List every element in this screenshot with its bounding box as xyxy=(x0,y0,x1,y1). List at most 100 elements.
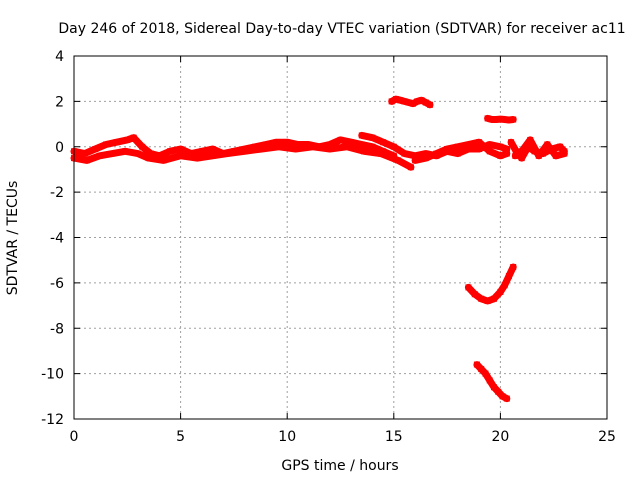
data-point xyxy=(510,116,517,123)
data-point xyxy=(414,98,421,105)
data-point xyxy=(505,273,512,280)
data-point xyxy=(505,116,512,123)
data-point xyxy=(166,148,173,155)
data-point xyxy=(491,384,498,391)
data-point xyxy=(369,134,376,141)
data-point xyxy=(471,291,478,298)
x-tick-label: 5 xyxy=(176,429,185,445)
data-point xyxy=(465,141,472,148)
data-point xyxy=(499,393,506,400)
data-point xyxy=(527,136,534,143)
x-tick-label: 10 xyxy=(278,429,296,445)
data-point xyxy=(484,115,491,122)
x-tick-label: 25 xyxy=(598,429,616,445)
data-point xyxy=(401,98,408,105)
data-point xyxy=(518,148,525,155)
data-point xyxy=(102,141,109,148)
data-point xyxy=(503,395,510,402)
data-point xyxy=(284,139,291,146)
data-point xyxy=(358,132,365,139)
data-point xyxy=(561,150,568,157)
y-tick-label: 2 xyxy=(55,94,64,110)
x-tick-label: 0 xyxy=(70,429,79,445)
data-point xyxy=(454,150,461,157)
data-point xyxy=(360,148,367,155)
data-point xyxy=(160,157,167,164)
data-point xyxy=(493,116,500,123)
data-point xyxy=(512,152,519,159)
y-tick-label: -10 xyxy=(41,367,64,383)
data-point xyxy=(552,152,559,159)
data-point xyxy=(122,148,129,155)
data-point xyxy=(92,146,99,153)
y-tick-label: -12 xyxy=(41,412,64,428)
y-tick-label: -8 xyxy=(50,321,64,337)
data-point xyxy=(369,143,376,150)
data-point xyxy=(497,152,504,159)
data-point xyxy=(83,157,90,164)
chart-title: Day 246 of 2018, Sidereal Day-to-day VTE… xyxy=(58,21,625,37)
data-point xyxy=(124,136,131,143)
x-axis-label: GPS time / hours xyxy=(281,458,398,474)
data-point xyxy=(292,146,299,153)
data-point xyxy=(275,143,282,150)
data-point xyxy=(557,143,564,150)
data-point xyxy=(488,116,495,123)
data-point xyxy=(491,295,498,302)
data-point xyxy=(433,150,440,157)
data-point xyxy=(273,139,280,146)
data-point xyxy=(392,96,399,103)
data-point xyxy=(409,100,416,107)
data-point xyxy=(343,143,350,150)
data-point xyxy=(486,141,493,148)
data-point xyxy=(486,148,493,155)
data-point xyxy=(177,146,184,153)
data-point xyxy=(390,143,397,150)
data-point xyxy=(444,146,451,153)
data-point xyxy=(109,150,116,157)
data-point xyxy=(427,101,434,108)
data-series xyxy=(70,95,568,403)
data-point xyxy=(326,141,333,148)
data-point xyxy=(497,143,504,150)
y-tick-label: -2 xyxy=(50,185,64,201)
data-point xyxy=(535,152,542,159)
data-point xyxy=(147,150,154,157)
data-point xyxy=(405,99,412,106)
data-point xyxy=(395,157,402,164)
y-tick-label: 4 xyxy=(55,49,64,65)
data-point xyxy=(486,377,493,384)
data-point xyxy=(262,141,269,148)
data-point xyxy=(508,139,515,146)
data-point xyxy=(412,152,419,159)
data-point xyxy=(348,139,355,146)
data-point xyxy=(194,155,201,162)
data-point xyxy=(510,263,517,270)
data-point xyxy=(139,143,146,150)
data-point xyxy=(407,164,414,171)
data-point xyxy=(473,361,480,368)
y-tick-label: -6 xyxy=(50,276,64,292)
data-point xyxy=(378,150,385,157)
data-point xyxy=(454,143,461,150)
data-point xyxy=(465,284,472,291)
data-point xyxy=(81,150,88,157)
data-point xyxy=(422,150,429,157)
data-point xyxy=(177,152,184,159)
data-point xyxy=(418,97,425,104)
data-point xyxy=(401,150,408,157)
data-point xyxy=(501,116,508,123)
axis-ticks: 0 5 10 15 20 25 -12 -10 -8 -6 -4 -2 0 2 4 xyxy=(41,49,616,445)
data-point xyxy=(326,146,333,153)
data-point xyxy=(241,148,248,155)
y-tick-label: -4 xyxy=(50,231,64,247)
data-point xyxy=(358,141,365,148)
y-tick-label: 0 xyxy=(55,140,64,156)
x-tick-label: 15 xyxy=(385,429,403,445)
data-point xyxy=(130,134,137,141)
data-point xyxy=(501,282,508,289)
x-tick-label: 20 xyxy=(491,429,509,445)
data-point xyxy=(258,146,265,153)
data-point xyxy=(476,139,483,146)
